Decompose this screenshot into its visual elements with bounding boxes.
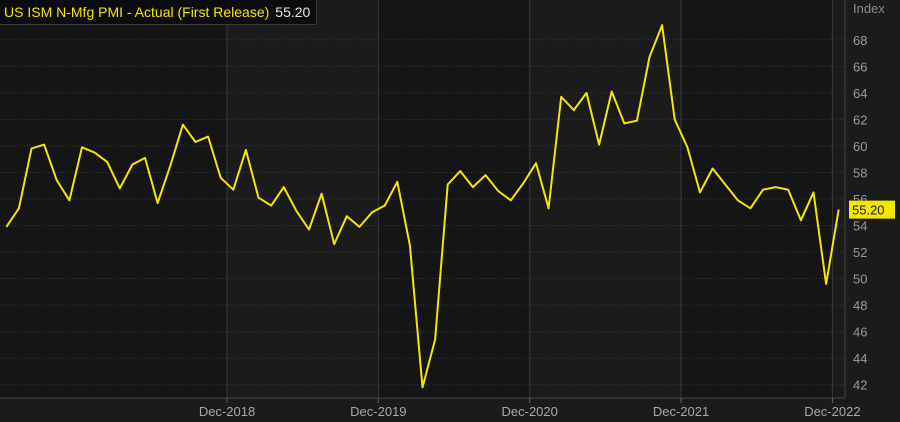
y-tick-label: 60: [853, 139, 867, 154]
x-tick-label: Dec-2022: [804, 404, 860, 419]
y-unit-label: Index: [853, 1, 885, 16]
last-value-label: 55.20: [852, 203, 885, 218]
x-tick-label: Dec-2021: [653, 404, 709, 419]
y-tick-label: 64: [853, 86, 867, 101]
y-tick-label: 66: [853, 59, 867, 74]
y-tick-label: 58: [853, 165, 867, 180]
last-value-tag: [849, 200, 895, 219]
x-tick-label: Dec-2019: [350, 404, 406, 419]
x-tick-label: Dec-2020: [502, 404, 558, 419]
y-tick-label: 46: [853, 325, 867, 340]
y-tick-label: 44: [853, 351, 867, 366]
legend-current-value: 55.20: [275, 4, 311, 20]
x-tick-label: Dec-2018: [199, 404, 255, 419]
y-tick-label: 50: [853, 272, 867, 287]
y-tick-label: 62: [853, 112, 867, 127]
y-tick-label: 48: [853, 298, 867, 313]
series-legend[interactable]: US ISM N-Mfg PMI - Actual (First Release…: [0, 0, 318, 25]
y-tick-label: 54: [853, 219, 867, 234]
legend-series-label: US ISM N-Mfg PMI - Actual (First Release…: [4, 4, 270, 20]
y-tick-label: 42: [853, 378, 867, 393]
series-line: [5, 24, 840, 389]
y-tick-label: 68: [853, 33, 867, 48]
y-tick-label: 52: [853, 245, 867, 260]
